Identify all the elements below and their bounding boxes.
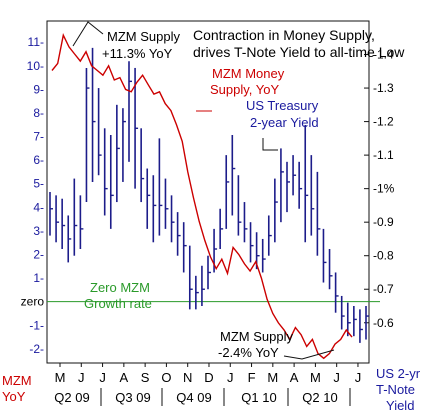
x-axis-quarter-label: Q1 10: [241, 390, 276, 405]
annotation-low-leader: [283, 349, 335, 360]
x-axis-month-label: S: [141, 370, 150, 385]
x-axis-month-label: A: [120, 370, 129, 385]
right-axis-tick-label: -1.1: [373, 148, 394, 162]
x-axis-month-label: J: [99, 370, 106, 385]
plot-area: [46, 20, 380, 406]
right-axis-title-line2: T-Note: [376, 382, 415, 397]
right-axis-title-line3: Yield: [386, 398, 414, 413]
right-axis-tick-label: -0.9: [373, 215, 394, 229]
chart-subtitle: drives T-Note Yield to all-time Low: [193, 44, 405, 60]
right-axis-tick-label: -1.4: [373, 48, 394, 62]
left-axis-title-line1: MZM: [2, 373, 32, 388]
x-axis-month-label: A: [290, 370, 299, 385]
x-axis-month-label: J: [355, 370, 362, 385]
x-axis-month-label: M: [310, 370, 321, 385]
x-axis-month-label: D: [204, 370, 213, 385]
mzm-series-label-line2: Supply, YoY: [210, 82, 279, 97]
right-axis-tick-label: -0.6: [373, 316, 394, 330]
left-axis-tick-label: 10-: [27, 59, 44, 73]
right-axis-tick-label: -1%: [373, 182, 395, 196]
left-axis-tick-label: 5-: [33, 177, 44, 191]
x-axis-quarter-label: Q2 10: [302, 390, 337, 405]
x-axis-month-label: O: [161, 370, 171, 385]
annotation-peak-leader: [72, 21, 104, 47]
left-axis-tick-label: 2-: [33, 248, 44, 262]
x-axis-month-label: M: [55, 370, 66, 385]
yield-series-label-line1: US Treasury: [246, 98, 319, 113]
annotation-peak-line2: +11.3% YoY: [102, 46, 173, 61]
x-axis-month-label: M: [267, 370, 278, 385]
x-axis-month-label: J: [333, 370, 340, 385]
right-axis-tick-label: -0.7: [373, 282, 394, 296]
right-axis-tick-label: -1.3: [373, 81, 394, 95]
left-axis-tick-label: 1-: [33, 271, 44, 285]
x-axis-month-label: J: [78, 370, 85, 385]
x-axis-month-label: F: [248, 370, 256, 385]
right-axis-tick-label: -1.2: [373, 115, 394, 129]
annotation-low-line1: MZM Supply: [220, 329, 293, 344]
yield-label-leader: [262, 138, 278, 151]
annotation-peak-line1: MZM Supply: [107, 29, 180, 44]
left-axis-tick-label: 8-: [33, 106, 44, 120]
left-axis-tick-label: 11-: [28, 35, 44, 49]
plot-frame: [46, 20, 370, 364]
left-axis-tick-label: 9-: [33, 82, 44, 96]
left-axis-tick-label: -2-: [29, 342, 44, 356]
left-axis-tick-label: 6-: [33, 153, 44, 167]
left-axis-tick-label: zero: [21, 295, 45, 309]
left-axis-tick-label: 3-: [33, 224, 44, 238]
zero-line-label-line1: Zero MZM: [90, 280, 150, 295]
zero-line-label-line2: Growth rate: [84, 296, 152, 311]
right-axis-tick-label: -0.8: [373, 249, 394, 263]
left-axis-tick-label: 7-: [33, 130, 44, 144]
x-axis-quarter-label: Q3 09: [115, 390, 150, 405]
mzm-series-line: [51, 33, 353, 360]
x-axis-month-label: N: [183, 370, 192, 385]
right-axis-title-line1: US 2-yr: [376, 366, 421, 381]
x-axis-quarter-label: Q2 09: [54, 390, 89, 405]
chart-title: Contraction in Money Supply,: [193, 27, 375, 43]
left-axis-tick-label: -1-: [29, 318, 44, 332]
left-axis-title-line2: YoY: [2, 389, 26, 404]
left-axis-tick-label: 4-: [33, 200, 44, 214]
x-axis-month-label: J: [227, 370, 234, 385]
x-axis-quarter-label: Q4 09: [176, 390, 211, 405]
mzm-series-label-line1: MZM Money: [212, 66, 285, 81]
annotation-low-line2: -2.4% YoY: [218, 345, 279, 360]
yield-series-label-line2: 2-year Yield: [250, 115, 319, 130]
